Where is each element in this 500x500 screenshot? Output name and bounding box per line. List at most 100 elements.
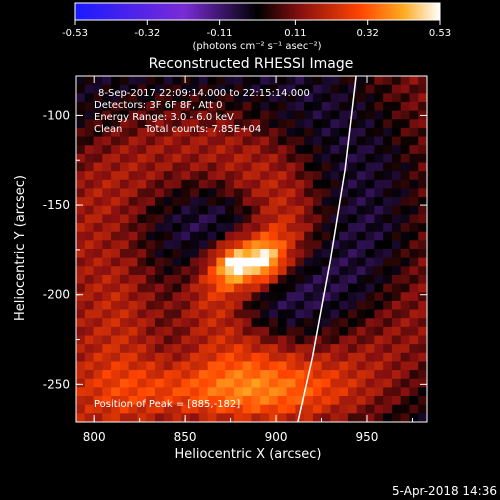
heatmap-cell (348, 240, 358, 250)
heatmap-cell (207, 84, 217, 94)
heatmap-cell (93, 326, 103, 336)
heatmap-cell (216, 352, 226, 362)
heatmap-cell (400, 179, 410, 189)
heatmap-cell (277, 162, 288, 172)
heatmap-cell (76, 370, 86, 380)
heatmap-cell (137, 344, 147, 354)
heatmap-cell (225, 249, 235, 259)
heatmap-cell (172, 119, 182, 129)
heatmap-cell (321, 404, 331, 414)
heatmap-cell (216, 318, 226, 328)
heatmap-cell (119, 344, 130, 354)
heatmap-cell (418, 361, 427, 371)
heatmap-cell (146, 404, 156, 414)
heatmap-cell (312, 387, 323, 397)
heatmap-cell (295, 231, 305, 241)
heatmap-cell (365, 179, 375, 189)
heatmap-cell (260, 153, 270, 163)
heatmap-cell (409, 231, 419, 241)
heatmap-cell (190, 404, 200, 414)
heatmap-cell (111, 370, 121, 380)
heatmap-cell (163, 93, 174, 103)
heatmap-cell (190, 205, 200, 215)
heatmap-cell (312, 257, 323, 267)
heatmap-cell (251, 179, 261, 189)
heatmap-cell (418, 249, 427, 259)
heatmap-cell (391, 110, 402, 120)
heatmap-cell (207, 110, 217, 120)
heatmap-cell (400, 292, 410, 302)
heatmap-cell (128, 145, 138, 155)
heatmap-cell (111, 179, 121, 189)
heatmap-cell (76, 413, 86, 422)
heatmap-cell (242, 93, 252, 103)
heatmap-cell (269, 93, 279, 103)
heatmap-cell (84, 84, 95, 94)
heatmap-cell (84, 153, 95, 163)
heatmap-cell (312, 344, 323, 354)
heatmap-cell (181, 171, 191, 181)
heatmap-cell (409, 162, 419, 172)
heatmap-cell (400, 110, 410, 120)
heatmap-cell (260, 136, 270, 146)
heatmap-cell (330, 283, 340, 293)
heatmap-cell (356, 214, 367, 224)
heatmap-cell (154, 231, 165, 241)
heatmap-cell (119, 370, 130, 380)
heatmap-cell (391, 326, 402, 336)
heatmap-cell (216, 266, 226, 276)
heatmap-cell (374, 145, 384, 155)
heatmap-cell (163, 76, 174, 86)
heatmap-cell (365, 171, 375, 181)
heatmap-cell (365, 266, 375, 276)
heatmap-cell (295, 344, 305, 354)
heatmap-cell (154, 249, 165, 259)
heatmap-cell (216, 378, 226, 388)
heatmap-cell (163, 197, 174, 207)
y-tick-label: -250 (43, 377, 70, 391)
heatmap-cell (163, 231, 174, 241)
heatmap-cell (225, 378, 235, 388)
heatmap-cell (260, 257, 270, 267)
heatmap-cell (76, 283, 86, 293)
heatmap-cell (216, 93, 226, 103)
axis-ticks: 800 850 900 950-100-150-200-250 (43, 76, 427, 444)
heatmap-cell (233, 274, 244, 285)
heatmap-cell (242, 153, 252, 163)
heatmap-cell (225, 266, 235, 276)
heatmap-cell (251, 396, 261, 406)
heatmap-cell (146, 223, 156, 233)
heatmap-cell (190, 309, 200, 319)
heatmap-cell (233, 76, 244, 86)
heatmap-cell (146, 326, 156, 336)
heatmap-cell (242, 171, 252, 181)
heatmap-cell (76, 352, 86, 362)
heatmap-cell (242, 404, 252, 414)
heatmap-cell (128, 249, 138, 259)
plot-area (76, 76, 427, 422)
heatmap-cell (365, 101, 375, 112)
heatmap-cell (198, 396, 209, 406)
heatmap-cell (374, 188, 384, 198)
heatmap-cell (269, 292, 279, 302)
heatmap-cell (190, 344, 200, 354)
heatmap-cell (374, 257, 384, 267)
heatmap-cell (260, 326, 270, 336)
heatmap-cell (400, 318, 410, 328)
heatmap-cell (383, 214, 393, 224)
heatmap-cell (277, 171, 288, 181)
heatmap-cell (190, 274, 200, 285)
heatmap-cell (181, 93, 191, 103)
heatmap-cell (84, 249, 95, 259)
heatmap-cell (418, 171, 427, 181)
heatmap-cell (128, 300, 138, 311)
heatmap-cell (242, 352, 252, 362)
heatmap-cell (137, 231, 147, 241)
heatmap-cell (76, 188, 86, 198)
heatmap-cell (400, 396, 410, 406)
heatmap-cell (400, 84, 410, 94)
heatmap-cell (269, 309, 279, 319)
heatmap-cell (277, 344, 288, 354)
heatmap-cell (102, 171, 112, 181)
heatmap-cell (154, 119, 165, 129)
